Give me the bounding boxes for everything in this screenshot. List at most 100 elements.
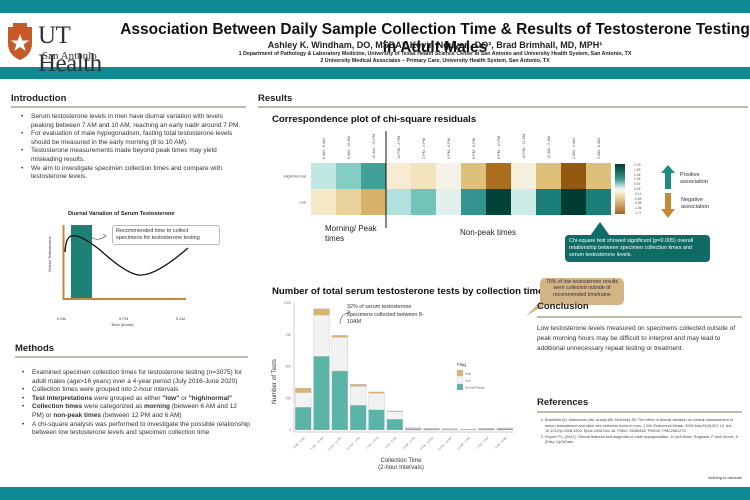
heatmap-cell — [336, 163, 361, 189]
bar-segment-low — [386, 411, 403, 420]
heatmap-cell — [361, 163, 386, 189]
bar-y-label: Number of Tests — [271, 359, 278, 404]
header-band-bottom — [0, 67, 750, 79]
colorbar-tick: 1.48 — [634, 172, 641, 177]
bar-segment-high — [313, 308, 330, 316]
heatmap-row-label: Low — [299, 200, 306, 205]
heatmap-cell — [486, 189, 511, 215]
heatmap-chart: High/Normal Low 6 AM - 8 AM 8 AM - 10 AM 10 … — [284, 131, 611, 228]
bar-segment-low — [295, 392, 312, 408]
heatmap-cell — [561, 163, 586, 189]
methods-bullet: A chi-square analysis was performed to i… — [22, 421, 250, 438]
colorbar-tick: -0.95 — [634, 201, 642, 206]
intro-bullet: For evaluation of male hypogonadism, fas… — [21, 130, 246, 147]
bar-y-tick: 500 — [286, 365, 292, 369]
heatmap-col-label: 12 PM - 2 PM — [397, 136, 401, 159]
peak-times-label: Morning/ Peak times — [325, 224, 377, 243]
diurnal-xtick: 6 AM — [57, 316, 67, 321]
heatmap-cell — [486, 163, 511, 189]
authors: Ashley K. Windham, DO, MSDA¹, Kevin Nguy… — [267, 40, 603, 50]
bar-segment-normal-range — [386, 419, 403, 431]
footer-band — [0, 487, 750, 500]
heatmap-col-label: 12 AM - 2 AM — [547, 136, 551, 159]
conclusion-rule — [537, 316, 742, 318]
colorbar-tick: 2.29 — [634, 163, 641, 167]
bar-segment-high — [331, 335, 348, 338]
heatmap-col-label: 6 AM - 8 AM — [322, 138, 326, 159]
disclosure: Nothing to disclose — [708, 475, 742, 480]
colorbar-tick: -1.77 — [634, 210, 642, 215]
heatmap-cell — [386, 163, 411, 189]
heatmap-cell — [311, 163, 336, 189]
reference-item: Brambilla DJ, Matsumoto AM, Araujo AB, M… — [545, 418, 742, 435]
legend-swatch — [456, 376, 464, 384]
heatmap-cell — [336, 189, 361, 215]
shield-star-icon — [8, 23, 32, 60]
bar-y-tick: 0 — [289, 428, 291, 432]
results-heading: Results — [258, 93, 293, 104]
colorbar-tick: 1.89 — [634, 167, 641, 172]
annotation-arrow-icon — [339, 311, 351, 325]
bar-segment-low — [368, 393, 385, 410]
introduction-rule — [11, 106, 246, 108]
heatmap-cell — [411, 163, 436, 189]
intro-bullet: Serum testosterone levels in men have di… — [21, 113, 246, 130]
association-arrows — [661, 165, 675, 218]
heatmap-cell — [461, 163, 486, 189]
colorbar-tick: 1.08 — [634, 177, 641, 182]
legend-swatch — [456, 383, 464, 391]
colorbar-gradient — [615, 164, 625, 214]
colorbar-tick: 0.67 — [634, 182, 641, 187]
bar-segment-normal-range — [478, 428, 495, 431]
ut-health-logo: UT Health San Antonio — [6, 20, 126, 77]
bar-annotation: 32% of serum testosterone specimens coll… — [347, 304, 424, 325]
org-name: UT Health — [38, 22, 102, 77]
bar-segment-normal-range — [295, 406, 312, 431]
legend-label: Low — [465, 379, 471, 383]
methods-heading: Methods — [15, 343, 55, 354]
methods-rule — [15, 356, 248, 358]
diurnal-ylabel: Serum Testosterone — [47, 236, 52, 272]
legend-title: Flag — [457, 362, 466, 367]
heatmap-col-label: 6 PM - 8 PM — [472, 138, 476, 159]
bar-y-tick: 750 — [286, 333, 292, 337]
header-band-top — [0, 0, 750, 13]
heatmap-col-label: 2 AM - 4 AM — [572, 138, 576, 159]
heatmap-cell — [386, 189, 411, 215]
negative-association-label: Negative association — [681, 197, 709, 210]
bar-segment-normal-range — [405, 428, 422, 431]
intro-bullet: We aim to investigate specimen collectio… — [21, 165, 246, 182]
heatmap-cell — [586, 163, 611, 189]
heatmap-row-label: High/Normal — [284, 174, 306, 179]
affiliation-2: 2 University Medical Associates – Primar… — [320, 58, 550, 64]
bar-segment-high — [295, 387, 312, 393]
bar-x-label-sub: (2-hour Intervals) — [378, 465, 424, 471]
positive-association-label: Positive association — [680, 172, 708, 185]
methods-bullet: Collection times were grouped into 2-hou… — [22, 386, 250, 395]
bar-y-tick: 1000 — [284, 301, 291, 305]
heatmap-col-label: 2 PM - 4 PM — [422, 138, 426, 159]
heatmap-col-label: 10 PM - 12 AM — [522, 134, 526, 159]
low-results-callout: 70% of low testosterone results were col… — [540, 278, 624, 305]
conclusion-heading: Conclusion — [537, 301, 589, 312]
legend-label: High — [465, 372, 472, 376]
bar-segment-normal-range — [331, 370, 348, 431]
heatmap-cell — [511, 189, 536, 215]
introduction-list: Serum testosterone levels in men have di… — [21, 113, 246, 182]
testosterone-curve — [64, 235, 189, 276]
heatmap-cell — [436, 189, 461, 215]
colorbar-ticks: 2.29 1.89 1.48 1.08 0.67 0.26 -0.14 -0.55 -0.95-… — [634, 163, 654, 216]
bar-chart-title: Number of total serum testosterone tests… — [272, 286, 544, 297]
heatmap-cell — [436, 163, 461, 189]
heatmap-title: Correspondence plot of chi-square residu… — [272, 114, 477, 125]
heatmap-cell — [411, 189, 436, 215]
heatmap-cell — [536, 163, 561, 189]
recommended-time-callout: Recommended time to collect specimens fo… — [112, 225, 220, 245]
heatmap-cell — [561, 189, 586, 215]
arrow-up-icon — [661, 165, 675, 189]
bar-segment-normal-range — [423, 428, 440, 431]
recommended-window — [71, 225, 92, 299]
bar-segment-normal-range — [350, 405, 367, 431]
org-sub: San Antonio — [42, 50, 97, 62]
